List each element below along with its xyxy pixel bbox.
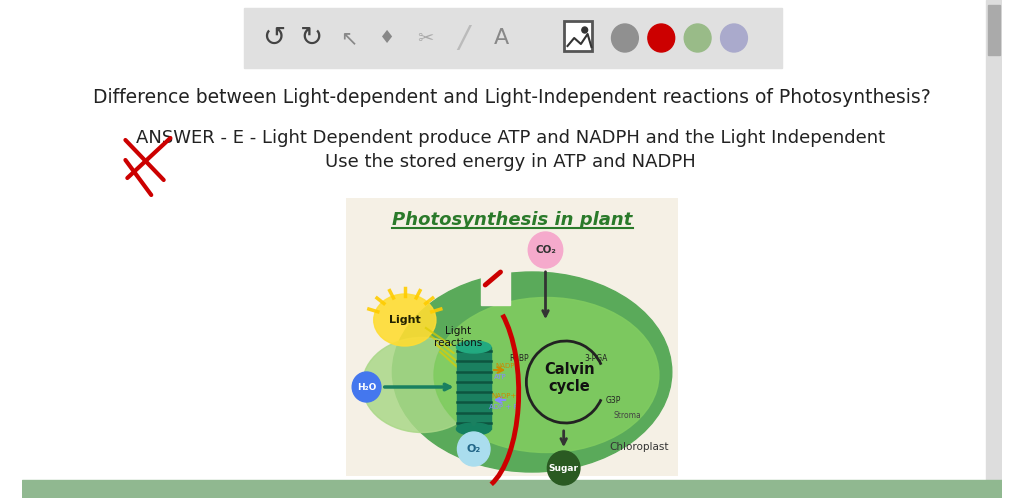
Text: NADP+: NADP+ [492,393,517,399]
Ellipse shape [469,447,478,455]
Circle shape [458,432,490,466]
Text: ✂: ✂ [417,28,433,47]
Bar [987,5,1000,55]
Text: ATP: ATP [495,374,507,380]
Text: ♦: ♦ [379,29,394,47]
Text: RuBP: RuBP [509,354,528,363]
Text: Chloroplast: Chloroplast [609,442,669,452]
Text: CO₂: CO₂ [536,245,556,255]
Bar [481,270,510,305]
Text: ↺: ↺ [262,24,286,52]
Text: H₂O: H₂O [357,382,376,391]
Text: Photosynthesis in plant: Photosynthesis in plant [392,211,632,229]
Text: NADPH: NADPH [495,363,519,369]
Bar [244,8,782,68]
Ellipse shape [392,272,672,472]
Ellipse shape [457,423,490,435]
Bar [457,347,490,429]
Bar [345,198,679,476]
Text: ANSWER - E - Light Dependent produce ATP and NADPH and the Light Independent: ANSWER - E - Light Dependent produce ATP… [135,129,885,147]
Text: Sugar: Sugar [549,464,579,473]
Text: ADP + Pi: ADP + Pi [489,404,519,410]
Circle shape [611,24,638,52]
Bar [23,480,1001,498]
Text: Use the stored energy in ATP and NADPH: Use the stored energy in ATP and NADPH [325,153,695,171]
Text: Difference between Light-dependent and Light-Independent reactions of Photosynth: Difference between Light-dependent and L… [93,88,931,107]
Text: /: / [458,23,468,52]
Circle shape [648,24,675,52]
Text: A: A [494,28,509,48]
FancyBboxPatch shape [563,21,592,51]
Bar [986,0,1001,498]
Circle shape [352,372,381,402]
Ellipse shape [434,297,658,453]
Ellipse shape [362,338,482,432]
Text: Light: Light [389,315,421,325]
Text: O₂: O₂ [467,444,481,454]
Text: 3-PGA: 3-PGA [585,354,608,363]
Circle shape [582,27,588,33]
Bar [469,433,478,451]
Text: Stroma: Stroma [614,410,642,419]
Circle shape [721,24,748,52]
Text: Light
reactions: Light reactions [434,326,482,348]
Text: Calvin
cycle: Calvin cycle [544,362,595,394]
Circle shape [684,24,711,52]
Text: ↻: ↻ [300,24,324,52]
Ellipse shape [374,294,436,346]
Text: G3P: G3P [606,395,622,404]
Ellipse shape [457,341,490,353]
Circle shape [528,232,563,268]
Text: ↖: ↖ [340,28,357,48]
Circle shape [548,451,580,485]
